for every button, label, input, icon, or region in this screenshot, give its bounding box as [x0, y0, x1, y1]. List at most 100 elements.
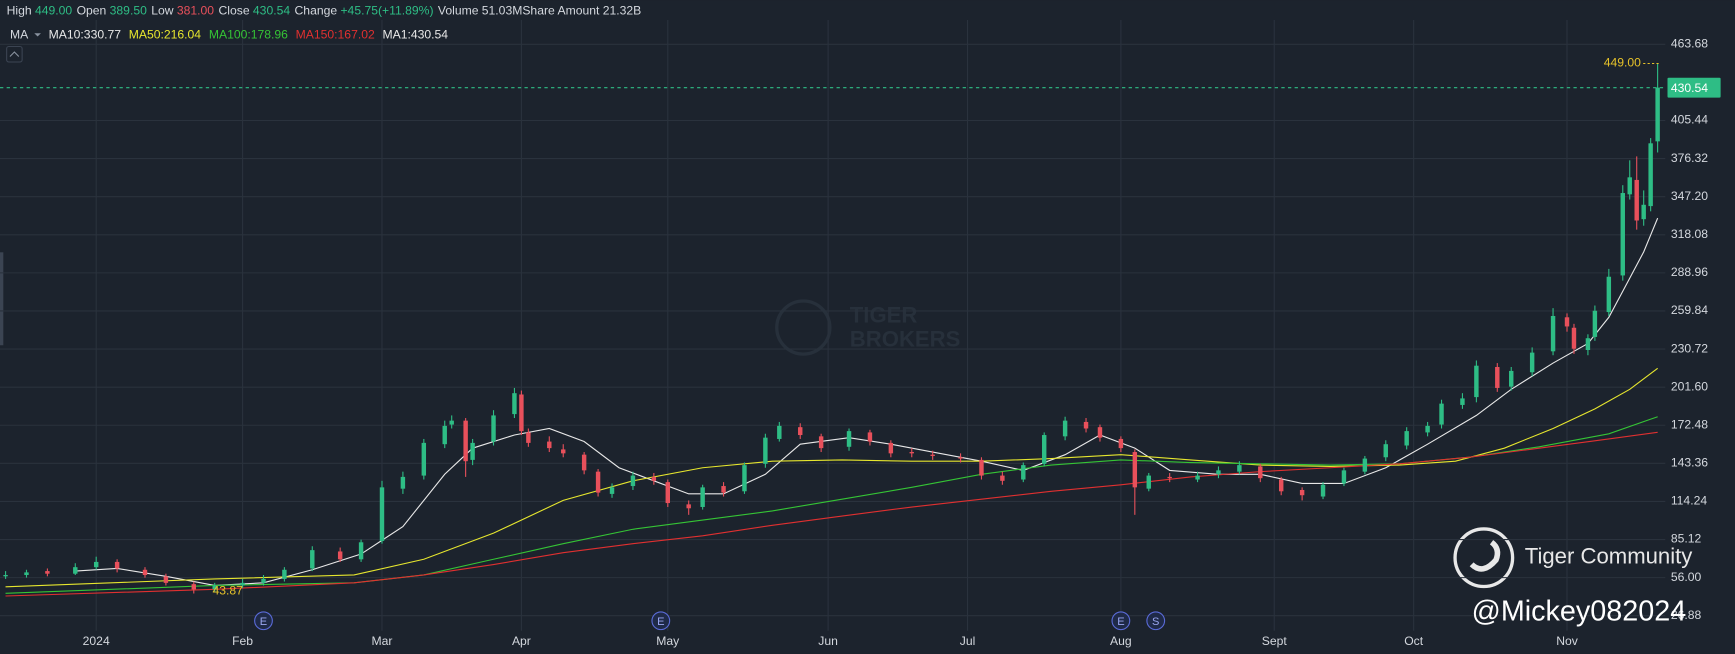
candle-body: [1606, 276, 1612, 313]
header-label: Volume: [438, 3, 479, 17]
candle-body: [463, 420, 468, 462]
x-tick-label: May: [656, 634, 680, 648]
candle-body: [240, 582, 245, 586]
candle-body: [979, 459, 984, 476]
candle-body: [212, 585, 217, 590]
candle-body: [1320, 484, 1326, 497]
y-tick-label: 463.68: [1671, 37, 1708, 51]
header-value: +45.75(+11.89%): [340, 3, 433, 17]
candle-body: [1529, 352, 1535, 373]
x-tick-label: 2024: [83, 634, 110, 648]
event-label: E: [657, 616, 664, 628]
candle-body: [1509, 370, 1514, 387]
candle-body: [24, 572, 29, 576]
candle-body: [1425, 425, 1430, 433]
candle-body: [1062, 420, 1068, 437]
x-tick-label: Apr: [512, 634, 531, 648]
candle-body: [442, 425, 447, 445]
candle-body: [958, 457, 963, 459]
candle-body: [818, 436, 824, 449]
candle-body: [595, 471, 601, 493]
y-tick-label: 172.48: [1671, 417, 1708, 431]
event-marker[interactable]: [254, 611, 273, 631]
candle-body: [888, 442, 894, 454]
user-watermark: @Mickey082024: [1472, 596, 1687, 628]
candle-body: [1641, 204, 1646, 220]
candle-body: [630, 475, 636, 487]
header-label: Share Amount: [522, 3, 600, 17]
legend-entry: MA150:167.02: [296, 28, 375, 42]
side-handle[interactable]: [0, 252, 4, 346]
indicator-dropdown[interactable]: [34, 33, 41, 37]
y-tick-label: 56.00: [1671, 570, 1702, 584]
y-tick-label: 405.44: [1671, 113, 1708, 127]
candle-body: [142, 569, 148, 576]
candle-body: [191, 584, 196, 590]
header-value: 21.32B: [603, 3, 642, 17]
candle-body: [798, 427, 803, 436]
candle-body: [846, 431, 852, 447]
candle-body: [867, 432, 873, 442]
header-label: Change: [295, 3, 338, 17]
candle-body: [1132, 452, 1138, 488]
candle-body: [1571, 327, 1577, 349]
candle-body: [526, 432, 531, 443]
candle-body: [379, 487, 385, 541]
high-marker-label: 449.00: [1604, 56, 1641, 70]
legend-entry: MA100:178.96: [209, 28, 288, 42]
x-tick-label: Sept: [1262, 634, 1288, 648]
candle-body: [163, 576, 169, 583]
candle-body: [519, 394, 524, 432]
y-tick-label: 347.20: [1671, 189, 1708, 203]
legend-entry: MA50:216.04: [129, 28, 202, 42]
candle-body: [93, 561, 99, 568]
candle-body: [73, 567, 78, 574]
candle-body: [1404, 431, 1409, 446]
event-marker[interactable]: [651, 611, 671, 631]
event-marker[interactable]: [1146, 611, 1166, 631]
candle-body: [400, 476, 406, 489]
candle-body: [561, 449, 566, 454]
header-label: Open: [77, 3, 107, 17]
candle-body: [777, 425, 782, 439]
candle-body: [1278, 479, 1284, 492]
candle-body: [1585, 338, 1591, 350]
candle-body: [449, 420, 454, 425]
watermark: TIGER: [850, 302, 918, 327]
y-tick-label: 230.72: [1671, 341, 1708, 355]
candle-body: [665, 482, 671, 504]
candle-body: [1383, 444, 1388, 458]
community-logo-mark: [1469, 540, 1501, 572]
x-tick-label: Feb: [232, 634, 253, 648]
y-tick-label: 143.36: [1671, 456, 1708, 470]
candle-body: [1021, 465, 1026, 480]
x-tick-label: Oct: [1404, 634, 1424, 648]
y-tick-label: 376.32: [1671, 151, 1708, 165]
candle-body: [1592, 310, 1598, 337]
x-tick-label: Jul: [960, 634, 976, 648]
event-label: E: [260, 616, 267, 628]
candle-body: [651, 476, 657, 481]
candle-body: [1258, 466, 1263, 479]
candle-body: [1550, 315, 1556, 352]
candle-body: [1439, 403, 1444, 425]
watermark: BROKERS: [850, 327, 961, 352]
candle-body: [1299, 489, 1305, 496]
header-value: 430.54: [253, 3, 290, 17]
candle-body: [310, 550, 315, 569]
candle-body: [1362, 458, 1368, 472]
header-value: 381.00: [177, 3, 214, 17]
low-marker-label: 43.87: [212, 583, 243, 597]
candle-body: [581, 454, 587, 471]
last-price-tag: [1667, 77, 1721, 98]
x-tick-label: Jun: [818, 634, 838, 648]
y-tick-label: 288.96: [1671, 265, 1708, 279]
candle-body: [114, 561, 120, 569]
y-tick-label: 85.12: [1671, 532, 1702, 546]
candle-body: [3, 575, 8, 577]
collapse-button[interactable]: [6, 45, 23, 63]
event-marker[interactable]: [1111, 611, 1131, 631]
candle-body: [1237, 465, 1242, 472]
